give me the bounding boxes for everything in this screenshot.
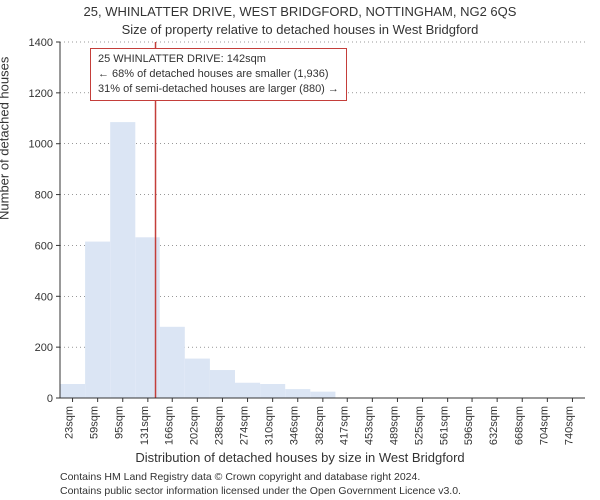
x-tick-label: 202sqm: [188, 406, 200, 445]
x-tick-label: 704sqm: [538, 406, 550, 445]
histogram-bar: [160, 327, 185, 398]
histogram-bar: [210, 370, 235, 398]
annotation-line-3: 31% of semi-detached houses are larger (…: [98, 82, 339, 97]
x-tick-label: 489sqm: [389, 406, 401, 445]
x-axis-label: Distribution of detached houses by size …: [0, 450, 600, 465]
annotation-line-2: ← 68% of detached houses are smaller (1,…: [98, 67, 339, 82]
histogram-bar: [60, 384, 85, 398]
x-tick-label: 740sqm: [564, 406, 576, 445]
copyright-line-1: Contains HM Land Registry data © Crown c…: [60, 470, 420, 484]
svg-text:400: 400: [35, 291, 53, 303]
x-tick-label: 131sqm: [139, 406, 151, 445]
svg-text:1000: 1000: [29, 139, 53, 151]
x-tick-label: 166sqm: [163, 406, 175, 445]
x-tick-label: 346sqm: [289, 406, 301, 445]
x-tick-label: 238sqm: [214, 406, 226, 445]
x-tick-label: 382sqm: [314, 406, 326, 445]
x-tick-label: 668sqm: [513, 406, 525, 445]
x-tick-label: 453sqm: [363, 406, 375, 445]
svg-text:1200: 1200: [29, 88, 53, 100]
x-tick-label: 596sqm: [463, 406, 475, 445]
svg-text:0: 0: [47, 393, 53, 405]
x-tick-label: 561sqm: [439, 406, 451, 445]
x-tick-label: 310sqm: [264, 406, 276, 445]
x-tick-label: 23sqm: [64, 406, 76, 439]
x-tick-label: 525sqm: [414, 406, 426, 445]
x-tick-label: 274sqm: [239, 406, 251, 445]
x-tick-label: 417sqm: [338, 406, 350, 445]
histogram-bar: [85, 242, 110, 398]
svg-text:200: 200: [35, 342, 53, 354]
svg-text:1400: 1400: [29, 37, 53, 49]
copyright-line-2: Contains public sector information licen…: [60, 484, 461, 498]
histogram-bar: [260, 384, 285, 398]
svg-text:600: 600: [35, 240, 53, 252]
histogram-bar: [235, 383, 260, 398]
x-tick-label: 59sqm: [89, 406, 101, 439]
histogram-bar: [110, 122, 135, 398]
svg-text:800: 800: [35, 190, 53, 202]
x-tick-label: 95sqm: [114, 406, 126, 439]
histogram-bar: [310, 392, 335, 398]
x-tick-label: 632sqm: [488, 406, 500, 445]
histogram-bar: [185, 359, 210, 398]
histogram-bar: [285, 389, 310, 398]
annotation-box: 25 WHINLATTER DRIVE: 142sqm ← 68% of det…: [90, 48, 347, 101]
annotation-line-1: 25 WHINLATTER DRIVE: 142sqm: [98, 52, 339, 67]
chart-root: 25, WHINLATTER DRIVE, WEST BRIDGFORD, NO…: [0, 0, 600, 500]
